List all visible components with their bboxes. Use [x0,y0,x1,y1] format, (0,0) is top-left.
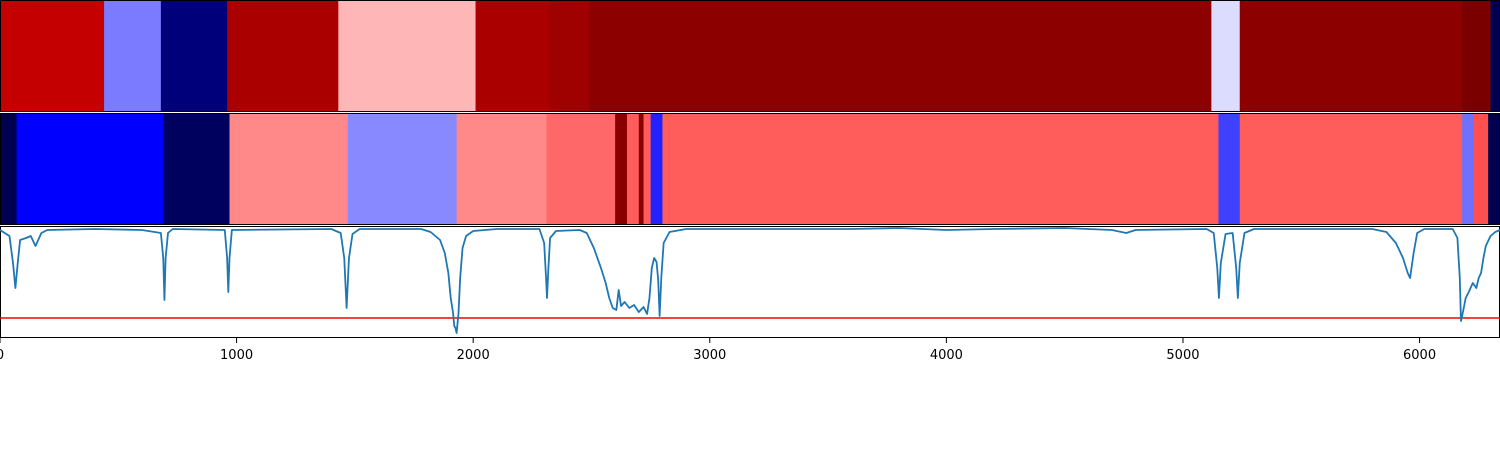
heatmap-segment [1211,0,1241,112]
x-tick-label: 1000 [220,348,253,363]
heatmap-segment [638,113,645,225]
x-tick-label: 3000 [693,348,726,363]
x-tick-label: 2000 [457,348,490,363]
heatmap-segment [16,113,164,225]
x-tick-label: 5000 [1166,348,1199,363]
heatmap-segment [650,113,664,225]
heatmap-segment [227,0,339,112]
heatmap-segment [626,113,640,225]
heatmap-segment [0,113,18,225]
heatmap-segment [1239,0,1463,112]
heatmap-segment [0,0,105,112]
heatmap-segment [1490,0,1500,112]
heatmap-track-1 [0,0,1500,112]
heatmap-segment [546,113,616,225]
heatmap-segment [338,0,477,112]
heatmap-segment [1462,113,1475,225]
x-tick-label: 4000 [930,348,963,363]
heatmap-track-2 [0,113,1500,225]
line-plot [0,226,1500,338]
heatmap-tracks [0,0,1500,225]
heatmap-segment [589,0,1212,112]
heatmap-segment [548,0,590,112]
heatmap-segment [347,113,458,225]
heatmap-segment [643,113,652,225]
heatmap-segment [229,113,349,225]
heatmap-segment [104,0,162,112]
heatmap-segment [1488,113,1500,225]
heatmap-segment [1218,113,1241,225]
heatmap-segment [1473,113,1489,225]
heatmap-segment [1462,0,1492,112]
heatmap-segment [662,113,1220,225]
heatmap-segment [163,113,231,225]
heatmap-segment [1239,113,1463,225]
x-tick-label: 0 [0,348,4,363]
heatmap-segment [475,0,550,112]
heatmap-segment [456,113,548,225]
heatmap-segment [615,113,628,225]
x-axis: 0 1000 2000 3000 4000 5000 6000 [0,338,1436,363]
line-panel-frame [0,226,1500,338]
x-tick-label: 6000 [1403,348,1436,363]
series-line [0,227,1500,334]
heatmap-segment [160,0,228,112]
